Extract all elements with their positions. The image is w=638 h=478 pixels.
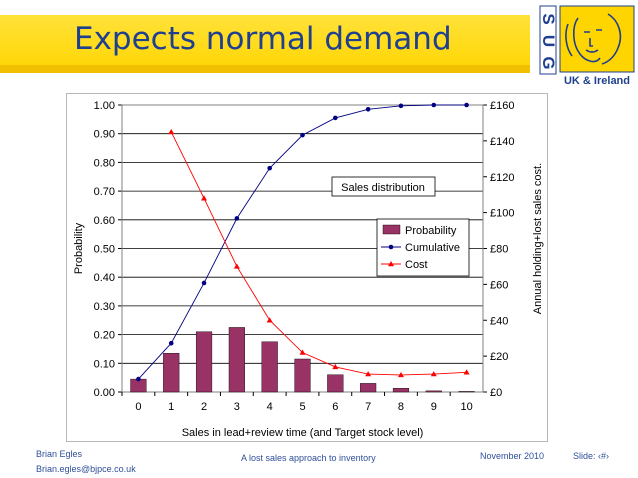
cost-point	[430, 371, 437, 377]
y-left-tick-label: 0.70	[94, 186, 115, 198]
x-tick-label: 6	[332, 401, 338, 413]
cumulative-point	[398, 103, 404, 109]
cost-point	[233, 263, 240, 269]
x-tick-label: 10	[460, 401, 472, 413]
annotation-text: Sales distribution	[341, 182, 425, 194]
banner-band	[0, 15, 530, 73]
y-left-tick-label: 0.90	[94, 129, 115, 141]
cost-point	[397, 371, 404, 378]
cumulative-point	[201, 280, 207, 286]
probability-bar	[360, 383, 377, 393]
cost-point	[365, 371, 372, 377]
logo-letter-g: G	[539, 56, 558, 69]
cumulative-point	[234, 216, 240, 221]
footer-email: Brian.egles@bjpce.co.uk	[36, 464, 136, 474]
probability-bar	[392, 388, 410, 393]
probability-bar	[261, 341, 278, 393]
legend-cumulative-label: Cumulative	[405, 242, 460, 254]
y-right-tick-label: £0	[490, 387, 502, 399]
footer-date: November 2010	[480, 451, 545, 461]
x-tick-label: 5	[299, 401, 305, 413]
footer-author: Brian Egles	[36, 449, 83, 459]
footer-presentation-title: A lost sales approach to inventory	[241, 453, 376, 463]
legend-cumulative-marker	[388, 244, 394, 250]
y-left-tick-label: 0.40	[94, 272, 115, 284]
probability-bar	[228, 327, 245, 393]
probability-bar	[163, 353, 180, 393]
sug-logo: S U G UK & Ireland	[538, 4, 636, 88]
y-right-tick-label: £140	[490, 136, 514, 148]
legend-probability-label: Probability	[405, 225, 457, 237]
y-right-tick-label: £100	[490, 208, 514, 220]
cumulative-point	[431, 102, 437, 108]
y-right-axis-title: Annual holding+lost sales cost.	[532, 163, 544, 314]
cumulative-point	[464, 102, 469, 108]
probability-bar	[294, 358, 311, 393]
legend-cost-label: Cost	[405, 259, 428, 271]
y-right-tick-label: £80	[490, 244, 508, 256]
probability-bar	[458, 391, 475, 393]
probability-bar	[195, 331, 213, 393]
y-right-tick-label: £40	[490, 315, 508, 327]
chart-frame: 0.00 0.10 0.20 0.30 0.40 0.50 0.60 0.70 0.80 0.90…	[66, 93, 548, 442]
y-left-tick-label: 0.80	[94, 157, 115, 169]
y-left-axis-title: Probability	[73, 222, 85, 274]
y-right-tick-label: £60	[490, 279, 508, 291]
y-left-tick-label: 0.20	[94, 330, 115, 342]
title-banner: Expects normal demand S U G UK & Ireland	[0, 0, 638, 88]
y-left-tick-label: 0.50	[94, 244, 115, 256]
cumulative-point	[267, 165, 272, 171]
annotation-box	[331, 176, 436, 197]
probability-bar	[425, 390, 442, 393]
logo-face-drawing	[565, 13, 622, 65]
y-right-tick-label: £120	[490, 172, 514, 184]
y-left-tick-label: 1.00	[94, 100, 115, 112]
cumulative-point	[136, 376, 141, 382]
cost-point	[201, 195, 208, 201]
cost-line	[170, 131, 467, 376]
y-left-tick-label: 0.60	[94, 215, 115, 227]
y-left-tick-label: 0.30	[94, 301, 115, 313]
logo-subtitle: UK & Ireland	[564, 75, 630, 87]
legend-probability-swatch	[382, 224, 401, 235]
x-tick-label: 0	[135, 401, 141, 413]
x-axis-title: Sales in lead+review time (and Target st…	[182, 427, 424, 439]
x-tick-label: 4	[267, 401, 273, 413]
cumulative-point	[300, 132, 305, 138]
x-tick-label: 8	[398, 401, 404, 413]
cost-point	[266, 317, 273, 323]
x-tick-label: 3	[234, 401, 240, 413]
cost-point	[299, 349, 306, 355]
slide-title: Expects normal demand	[74, 21, 452, 57]
x-tick-label: 2	[201, 401, 207, 413]
footer-slide-number: Slide: ‹#›	[573, 451, 610, 461]
logo-letter-s: S	[539, 13, 558, 24]
probability-bar	[327, 374, 344, 393]
cost-point	[168, 128, 175, 135]
y-right-tick-label: £20	[490, 351, 508, 363]
y-right-tick-label: £160	[490, 100, 514, 112]
y-left-tick-label: 0.10	[94, 358, 115, 370]
x-tick-label: 7	[365, 401, 371, 413]
x-tick-label: 9	[431, 401, 437, 413]
y-left-tick-label: 0.00	[94, 387, 115, 399]
cumulative-point	[333, 115, 338, 121]
cumulative-point	[168, 340, 174, 346]
logo-letter-u: U	[539, 35, 558, 47]
cost-point	[332, 363, 339, 370]
cumulative-point	[365, 107, 371, 112]
sales-distribution-chart: 0.00 0.10 0.20 0.30 0.40 0.50 0.60 0.70 0.80 0.90…	[73, 100, 544, 439]
legend-cost-marker	[388, 261, 394, 267]
x-tick-label: 1	[168, 401, 174, 413]
cost-point	[463, 369, 470, 375]
